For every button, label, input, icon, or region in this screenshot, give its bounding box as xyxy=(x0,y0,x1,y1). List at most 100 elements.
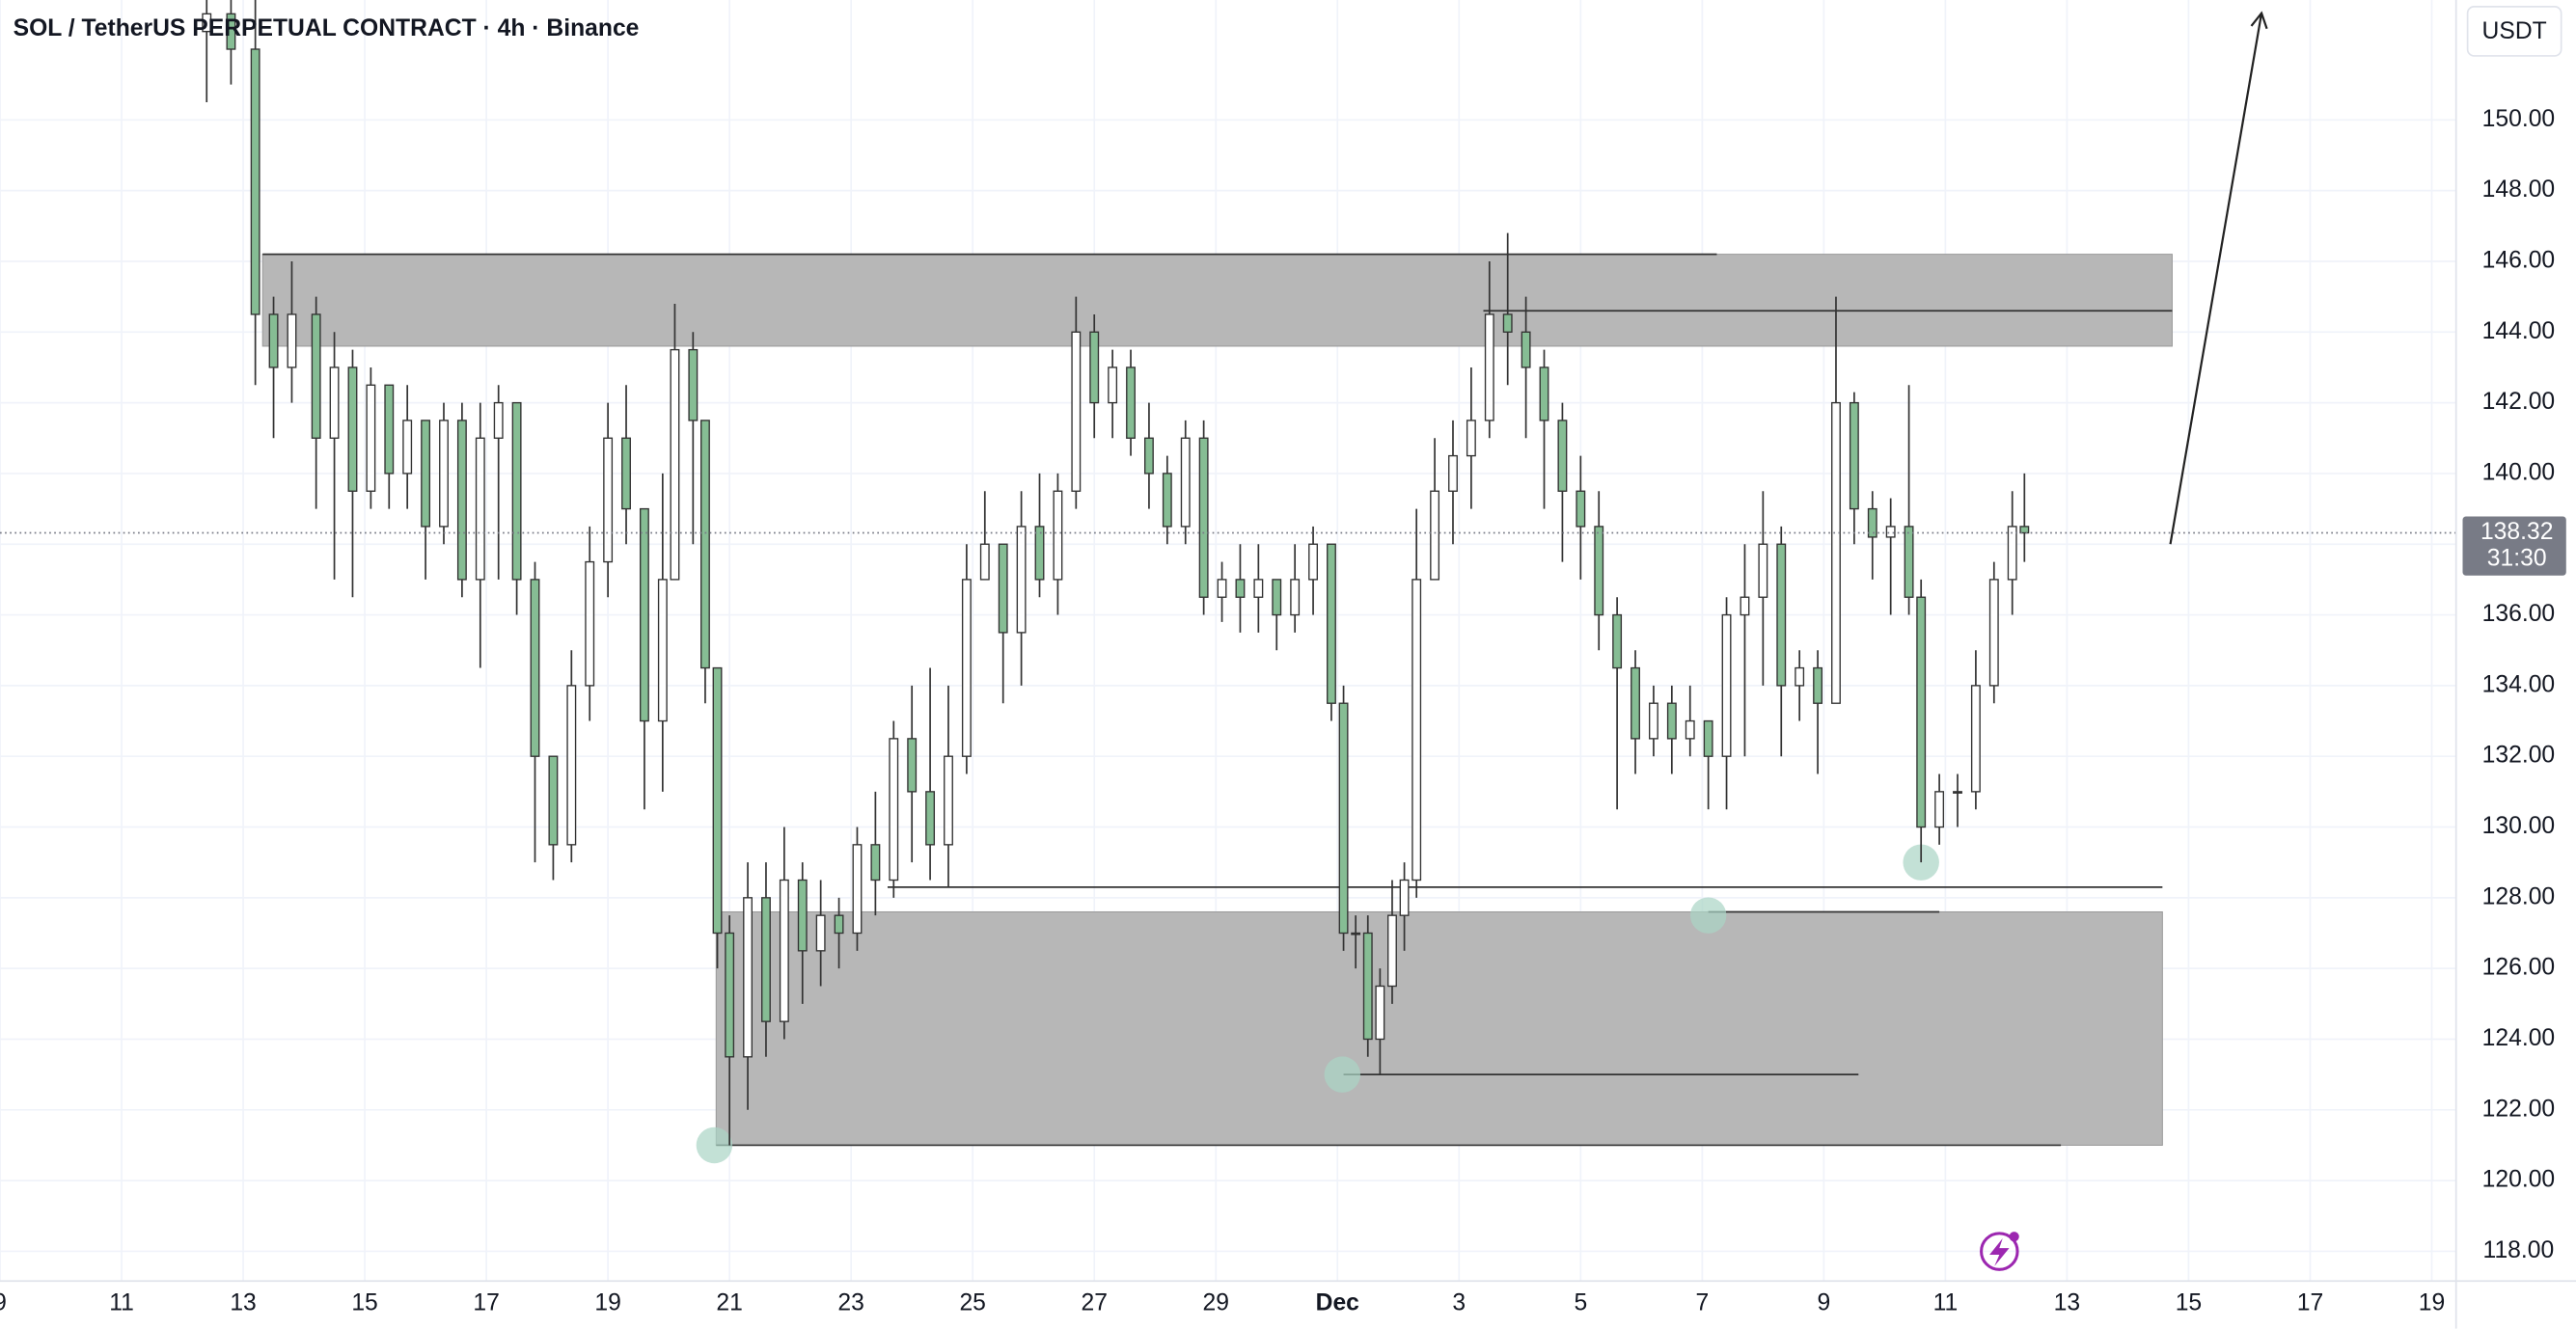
lightning-icon[interactable] xyxy=(1980,1232,2019,1271)
y-tick-label: 144.00 xyxy=(2482,318,2556,344)
candle-body xyxy=(1885,526,1896,538)
candle-body xyxy=(1198,437,1209,598)
candle-body xyxy=(1867,507,1877,538)
candle-body xyxy=(268,313,279,368)
candle-body xyxy=(1648,702,1658,740)
price-label: 138.32 xyxy=(2480,519,2554,545)
candle-body xyxy=(712,666,723,935)
candle-body xyxy=(1272,579,1282,616)
candle-body xyxy=(815,914,826,952)
candle-body xyxy=(1721,613,1732,757)
zone xyxy=(261,254,2173,347)
candle-body xyxy=(1849,401,1859,510)
candle-body xyxy=(202,13,212,33)
x-tick-label: 27 xyxy=(1081,1290,1107,1316)
x-tick-label: 5 xyxy=(1574,1290,1587,1316)
candle-body xyxy=(700,420,710,669)
candle-body xyxy=(511,401,522,581)
candle-body xyxy=(834,914,844,935)
candle-body xyxy=(1387,914,1397,988)
candle-body xyxy=(1988,579,1999,687)
x-tick-label: 21 xyxy=(716,1290,742,1316)
candle-body xyxy=(639,507,649,722)
candle-body xyxy=(979,543,990,581)
y-tick-label: 122.00 xyxy=(2482,1096,2556,1122)
candle-body xyxy=(797,879,808,952)
candle-body xyxy=(1108,366,1118,404)
candle-body xyxy=(743,897,753,1058)
candle-body xyxy=(1484,313,1494,421)
countdown-label: 31:30 xyxy=(2487,545,2547,571)
candle-body xyxy=(1053,490,1063,581)
candle-body xyxy=(1071,331,1082,492)
candle-body xyxy=(761,897,771,1022)
x-tick-label: 9 xyxy=(0,1290,7,1316)
x-tick-label: 13 xyxy=(230,1290,256,1316)
candle-body xyxy=(1813,666,1823,704)
candle-body xyxy=(961,579,972,757)
x-tick-label: 15 xyxy=(351,1290,377,1316)
candle-body xyxy=(1740,596,1750,616)
candle-body xyxy=(402,420,413,475)
candle-body xyxy=(1557,420,1568,492)
currency-label[interactable]: USDT xyxy=(2482,18,2547,44)
y-tick-label: 148.00 xyxy=(2482,176,2556,203)
candle-body xyxy=(1953,791,1962,794)
candle-body xyxy=(852,844,863,935)
candle-body xyxy=(1162,473,1172,528)
candle-body xyxy=(1795,666,1805,687)
candle-body xyxy=(1362,932,1373,1041)
candle-body xyxy=(1448,454,1458,492)
x-tick-label: 17 xyxy=(473,1290,499,1316)
plot xyxy=(0,0,2456,1164)
currency-button[interactable] xyxy=(2466,6,2562,57)
candle-body xyxy=(1758,543,1768,598)
x-tick-label: 11 xyxy=(109,1290,134,1316)
y-tick-label: 140.00 xyxy=(2482,459,2556,485)
marker xyxy=(696,1126,733,1164)
candle-body xyxy=(226,13,236,50)
marker xyxy=(1324,1056,1361,1093)
x-tick-label: 17 xyxy=(2297,1290,2323,1316)
y-tick-label: 130.00 xyxy=(2482,813,2556,839)
y-tick-label: 118.00 xyxy=(2483,1237,2555,1263)
x-tick-label: 3 xyxy=(1452,1290,1466,1316)
candle-body xyxy=(1290,579,1301,616)
candle-body xyxy=(870,844,881,881)
candle-body xyxy=(493,401,504,439)
candle-body xyxy=(1217,579,1227,598)
y-tick-label: 132.00 xyxy=(2482,743,2556,769)
arrow xyxy=(2169,13,2263,545)
candle-body xyxy=(1594,526,1604,616)
candle-body xyxy=(1351,932,1361,936)
candle-body xyxy=(1521,331,1531,368)
candle-body xyxy=(1502,313,1513,333)
candle-body xyxy=(530,579,540,757)
candle-body xyxy=(944,755,953,846)
y-tick-label: 134.00 xyxy=(2482,671,2556,697)
candle-body xyxy=(347,366,358,492)
x-tick-label: 23 xyxy=(837,1290,863,1316)
candle-body xyxy=(1934,791,1945,828)
candle-body xyxy=(1539,366,1549,421)
candle-body xyxy=(1143,437,1154,475)
candle-body xyxy=(456,420,467,581)
candle-body xyxy=(1970,685,1981,793)
candle-body xyxy=(250,48,260,315)
candle-body xyxy=(1831,401,1841,704)
candle-body xyxy=(439,420,449,528)
candle-body xyxy=(1253,579,1264,598)
y-tick-label: 146.00 xyxy=(2482,247,2556,273)
y-tick-label: 120.00 xyxy=(2482,1167,2556,1193)
candle-body xyxy=(2007,526,2017,581)
candle-body xyxy=(603,437,614,563)
y-tick-label: 126.00 xyxy=(2482,955,2556,981)
candle-body xyxy=(1666,702,1677,740)
x-tick-label: 15 xyxy=(2176,1290,2202,1316)
candle-body xyxy=(657,579,668,722)
x-tick-label: 19 xyxy=(594,1290,620,1316)
x-tick-label: 25 xyxy=(959,1290,985,1316)
chart-title: SOL / TetherUS PERPETUAL CONTRACT · 4h ·… xyxy=(14,15,640,41)
candle-body xyxy=(998,543,1008,634)
